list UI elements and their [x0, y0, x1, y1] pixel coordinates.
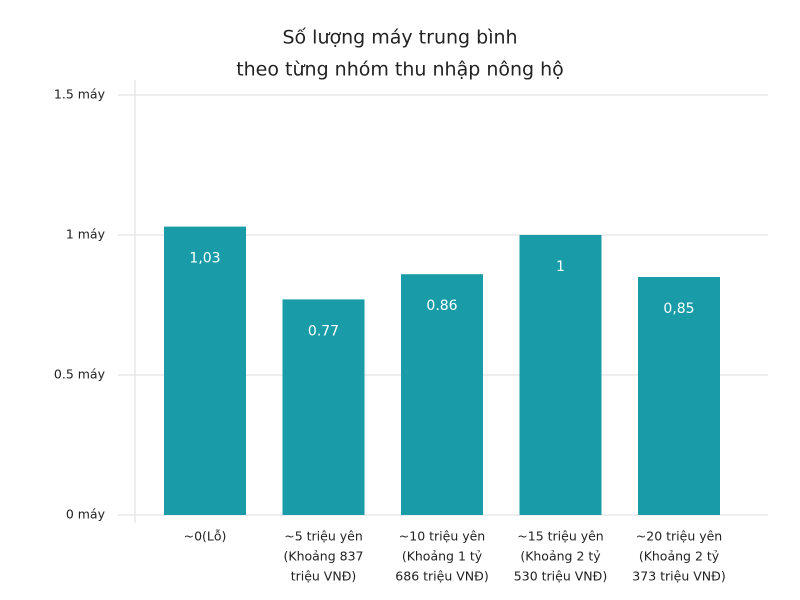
x-tick-label: triệu VNĐ) [291, 569, 357, 584]
x-tick-label: ~10 triệu yên [399, 529, 485, 544]
x-tick-label: 686 triệu VNĐ) [395, 569, 488, 584]
x-tick-label: 373 triệu VNĐ) [632, 569, 725, 584]
x-tick-label: ~5 triệu yên [284, 529, 363, 544]
x-tick-label: (Khoảng 1 tỷ [402, 549, 483, 564]
x-tick-label: (Khoảng 837 [284, 549, 364, 564]
bar [401, 274, 483, 515]
value-label: 1,03 [189, 251, 220, 267]
x-tick-label: ~20 triệu yên [636, 529, 722, 544]
x-tick-label: (Khoảng 2 tỷ [520, 549, 601, 564]
x-tick-label: (Khoảng 2 tỷ [639, 549, 720, 564]
y-tick-label: 1.5 máy [54, 87, 106, 102]
chart-title: theo từng nhóm thu nhập nông hộ [236, 59, 564, 81]
value-label: 1 [556, 259, 565, 275]
y-tick-label: 1 máy [66, 227, 106, 242]
bar [638, 277, 720, 515]
value-label: 0.77 [308, 323, 339, 339]
x-tick-label: ~0(Lỗ) [184, 529, 227, 544]
y-tick-label: 0.5 máy [54, 367, 106, 382]
x-tick-label: ~15 triệu yên [517, 529, 603, 544]
y-tick-label: 0 máy [66, 507, 106, 522]
chart-title: Số lượng máy trung bình [282, 27, 517, 49]
x-tick-label: 530 triệu VNĐ) [514, 569, 607, 584]
value-label: 0.86 [426, 298, 457, 314]
value-label: 0,85 [663, 301, 694, 317]
bar [282, 299, 365, 515]
bar [164, 226, 246, 515]
bar [519, 235, 602, 515]
